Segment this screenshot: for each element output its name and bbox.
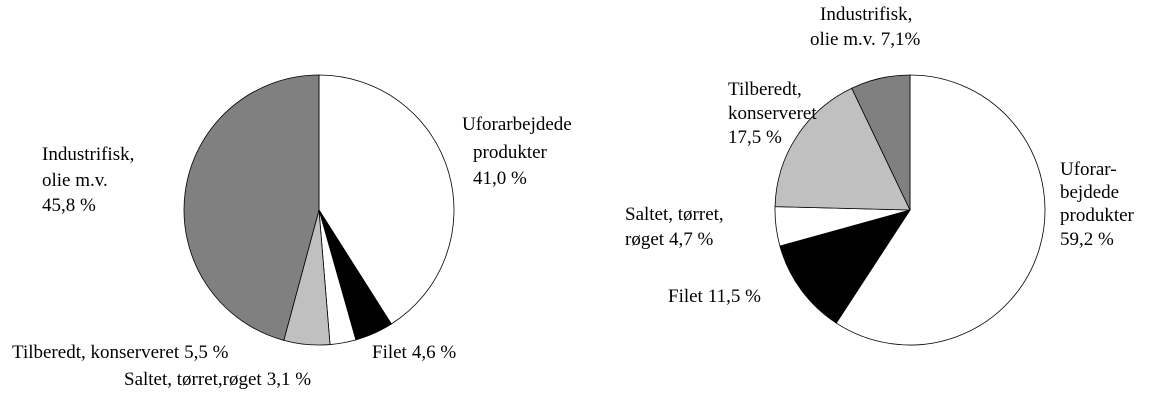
slice-label: Saltet, tørret,røget bbox=[625, 204, 724, 250]
slice-label: Industrifisk, olie m.v. bbox=[810, 4, 912, 50]
slice-label: Filet bbox=[668, 286, 704, 307]
value-label: 4,6 % bbox=[412, 342, 457, 363]
slice-label: Filet bbox=[372, 342, 408, 363]
value-label: 17,5 % bbox=[728, 127, 782, 148]
pie-slice bbox=[318, 74, 455, 325]
slice-label: Industrifisk, olie m.v. bbox=[42, 144, 134, 191]
pie-slice bbox=[774, 87, 911, 211]
slice-label: Uforar-bejdede produkter bbox=[1060, 159, 1135, 226]
value-label: 4,7 % bbox=[669, 229, 714, 250]
pie-slice bbox=[835, 74, 1046, 346]
value-label: 41,0 % bbox=[473, 168, 527, 189]
pie-slice bbox=[779, 209, 911, 324]
pie-slice bbox=[851, 74, 911, 211]
value-label: 59,2 % bbox=[1060, 229, 1114, 250]
value-label: 5,5 % bbox=[184, 342, 229, 363]
value-label: 3,1 % bbox=[267, 369, 312, 390]
slice-label: Saltet, tørret,røget bbox=[124, 369, 262, 390]
value-label: 45,8 % bbox=[42, 195, 96, 216]
pie-slice bbox=[183, 74, 320, 341]
value-label: 7,1% bbox=[881, 29, 921, 50]
slice-label: Tilberedt, konserveret bbox=[728, 79, 817, 124]
slice-label: Uforarbejdede produkter bbox=[462, 114, 572, 163]
slice-label: Tilberedt, konserveret bbox=[12, 342, 180, 363]
value-label: 11,5 % bbox=[708, 286, 761, 307]
